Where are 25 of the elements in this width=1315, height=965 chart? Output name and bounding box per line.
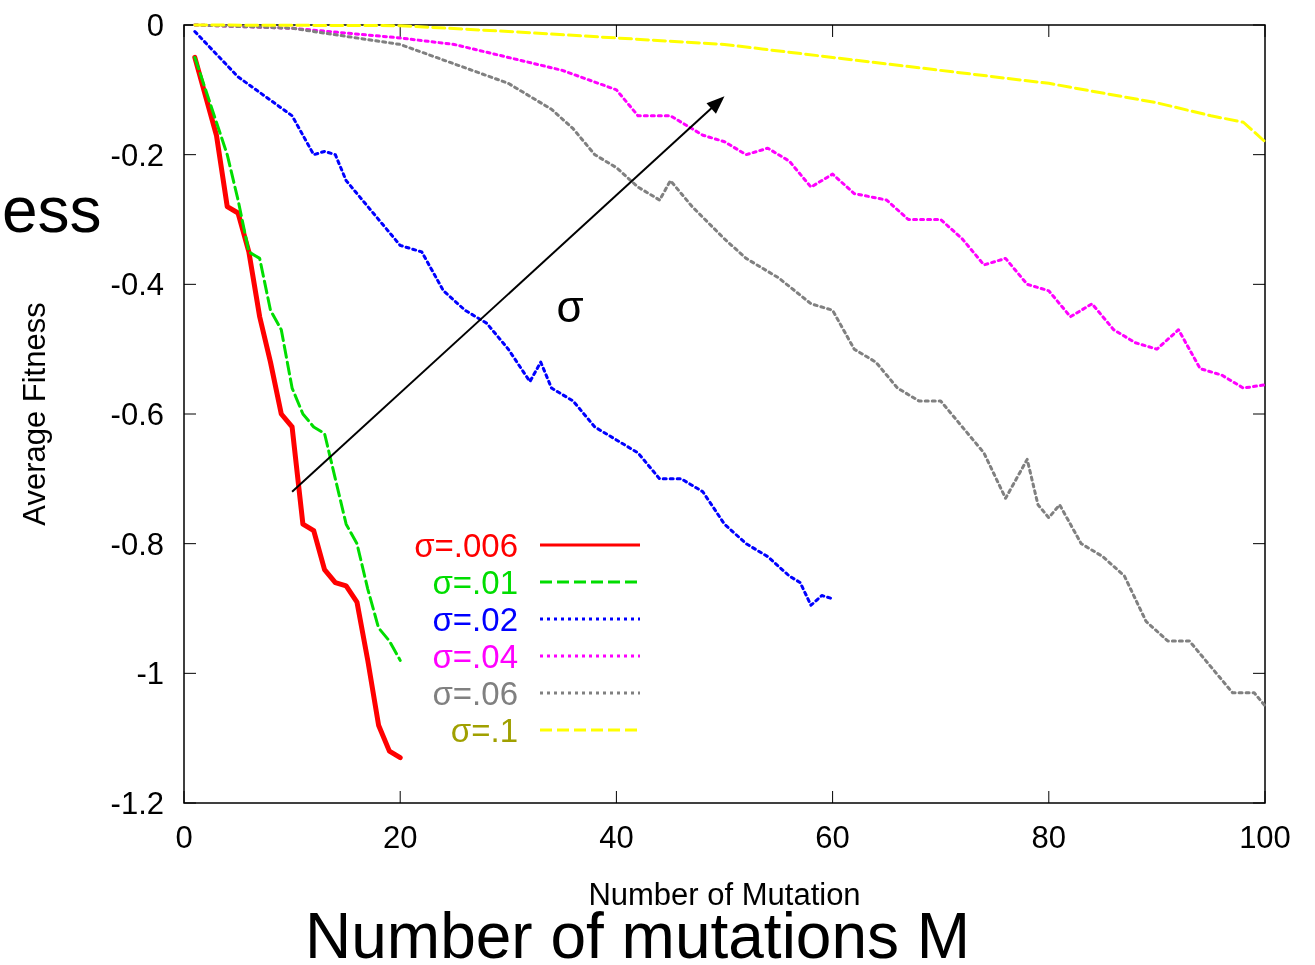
annotation: σ: [556, 282, 584, 331]
x-tick-label: 0: [175, 820, 193, 855]
x-tick-label: 60: [815, 820, 850, 855]
x-tick-label: 80: [1031, 820, 1067, 855]
text: ess: [2, 174, 102, 246]
legend-label: σ=.04: [432, 638, 518, 675]
y-tick-label: -1.2: [110, 786, 164, 821]
y-tick-label: -0.4: [110, 267, 164, 303]
y-tick-label: -0.2: [110, 137, 164, 173]
x-tick-label: 100: [1239, 820, 1291, 855]
legend-label: σ=.01: [432, 564, 518, 601]
legend-label: σ=.1: [450, 712, 518, 749]
x-tick-label: 40: [599, 820, 634, 855]
legend-label: σ=.02: [432, 601, 518, 638]
y-tick-label: 0: [146, 8, 164, 43]
legend-label: σ=.06: [432, 675, 518, 712]
line-series: [193, 29, 835, 607]
x-tick-label: 20: [382, 820, 418, 855]
y-axis-title: Average Fitness: [17, 302, 52, 526]
y-tick-label: -0.8: [110, 526, 164, 562]
y-tick-label: -0.6: [110, 397, 164, 432]
line-series: [193, 23, 1267, 708]
legend-label: σ=.006: [414, 527, 518, 564]
line-series: [193, 23, 1267, 144]
y-tick-label: -1: [136, 656, 164, 692]
